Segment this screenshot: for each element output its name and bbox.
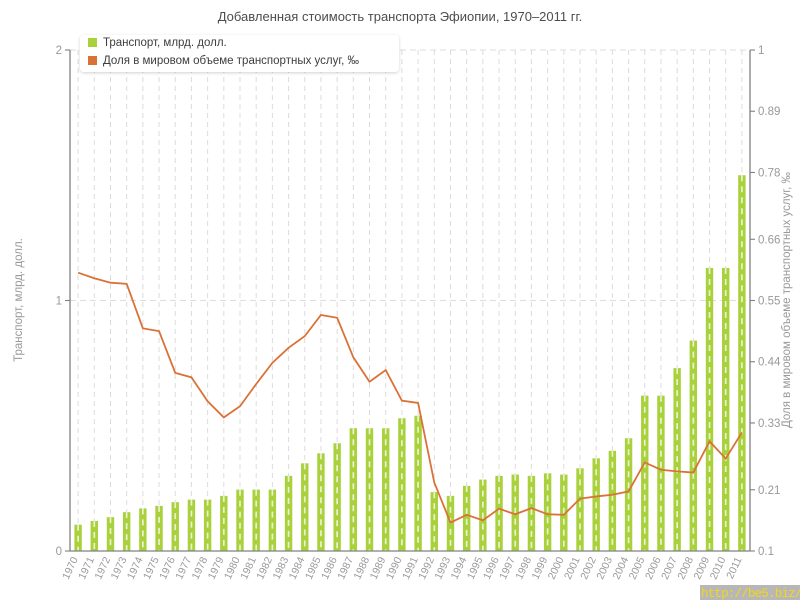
svg-text:1: 1 <box>758 45 764 57</box>
svg-text:0.44: 0.44 <box>758 357 781 369</box>
svg-text:2010: 2010 <box>708 555 729 581</box>
svg-text:0: 0 <box>56 546 62 558</box>
svg-text:2011: 2011 <box>724 555 744 581</box>
svg-text:0.55: 0.55 <box>758 296 780 308</box>
svg-text:0.1: 0.1 <box>758 546 774 558</box>
svg-text:0.78: 0.78 <box>758 167 780 179</box>
svg-text:Доля в мировом объеме транспор: Доля в мировом объеме транспортных услуг… <box>781 171 793 428</box>
svg-text:0.33: 0.33 <box>758 418 780 430</box>
svg-text:2: 2 <box>56 45 62 57</box>
svg-text:Транспорт, млрд. долл.: Транспорт, млрд. долл. <box>13 238 25 362</box>
svg-text:1: 1 <box>56 296 62 308</box>
svg-text:0.21: 0.21 <box>758 485 780 497</box>
svg-text:0.89: 0.89 <box>758 106 780 118</box>
svg-text:0.66: 0.66 <box>758 234 780 246</box>
